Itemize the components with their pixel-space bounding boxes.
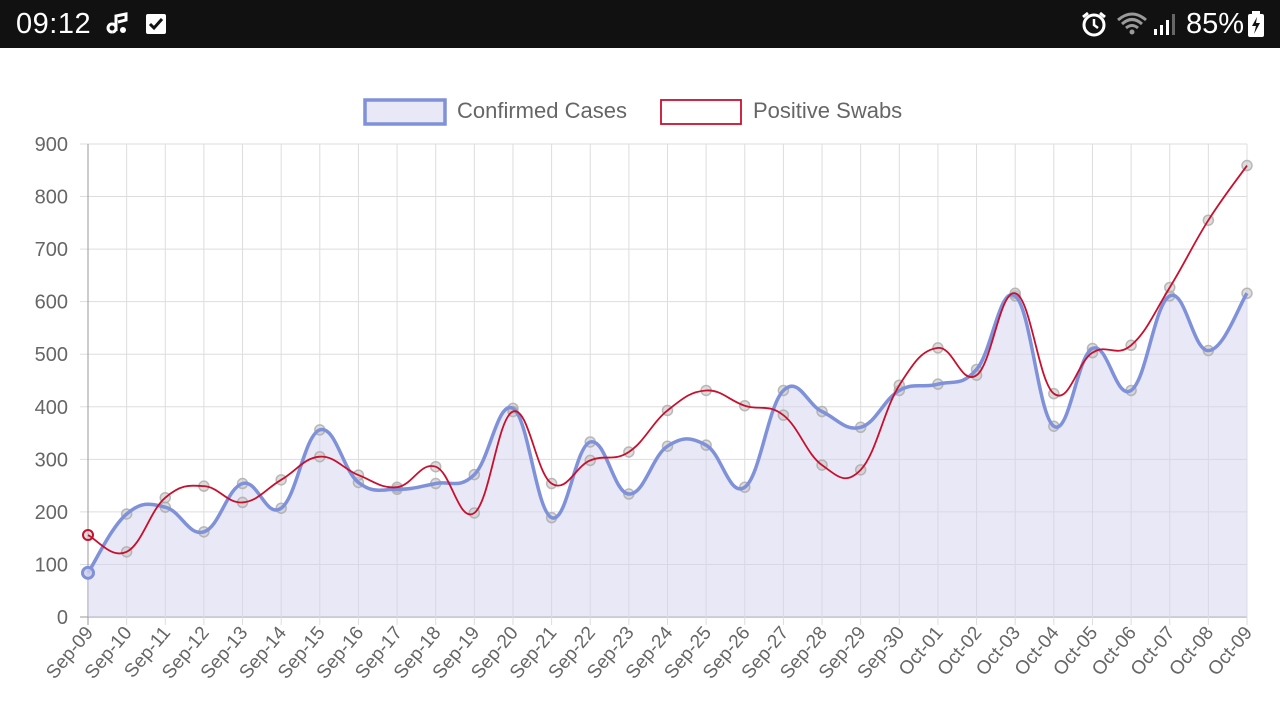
chart-area: 0 100 200 300 400 500 600 700 800 900 Sep-09 Sep-10…: [0, 48, 1280, 720]
y-tick-label: 300: [35, 449, 68, 471]
y-tick-label: 100: [35, 554, 68, 576]
battery-percent: 85%: [1186, 8, 1245, 40]
positive-swabs-line: [87, 165, 1248, 555]
y-tick-label: 700: [35, 239, 68, 261]
signal-icon: [1152, 10, 1178, 38]
y-tick-label: 800: [35, 187, 68, 209]
legend-swatch-confirmed[interactable]: [363, 98, 447, 126]
status-time: 09:12: [16, 8, 92, 40]
legend-label-swabs[interactable]: Positive Swabs: [753, 98, 902, 123]
confirmed-cases-area: [88, 293, 1247, 617]
status-bar: 09:12 85%: [0, 0, 1280, 48]
positive-swabs-point-highlight[interactable]: [82, 529, 94, 542]
legend-label-confirmed[interactable]: Confirmed Cases: [457, 98, 627, 123]
wifi-icon: [1116, 10, 1148, 38]
y-tick-label: 200: [35, 502, 68, 524]
confirmed-cases-line: [86, 292, 1249, 574]
music-note-icon: [104, 10, 130, 38]
y-tick-label: 500: [35, 344, 68, 366]
y-tick-label: 400: [35, 397, 68, 419]
alarm-icon: [1080, 10, 1108, 38]
legend-swatch-swabs[interactable]: [660, 99, 742, 125]
y-tick-label: 600: [35, 292, 68, 314]
line-chart: 0100200300400500600700800900Sep-09Sep-10…: [35, 98, 1257, 683]
confirmed-cases-point-highlight[interactable]: [81, 565, 95, 580]
checkbox-icon: [144, 10, 168, 38]
y-tick-label: 900: [35, 134, 68, 156]
battery-charging-icon: [1246, 10, 1266, 38]
y-tick-label: 0: [57, 607, 68, 629]
